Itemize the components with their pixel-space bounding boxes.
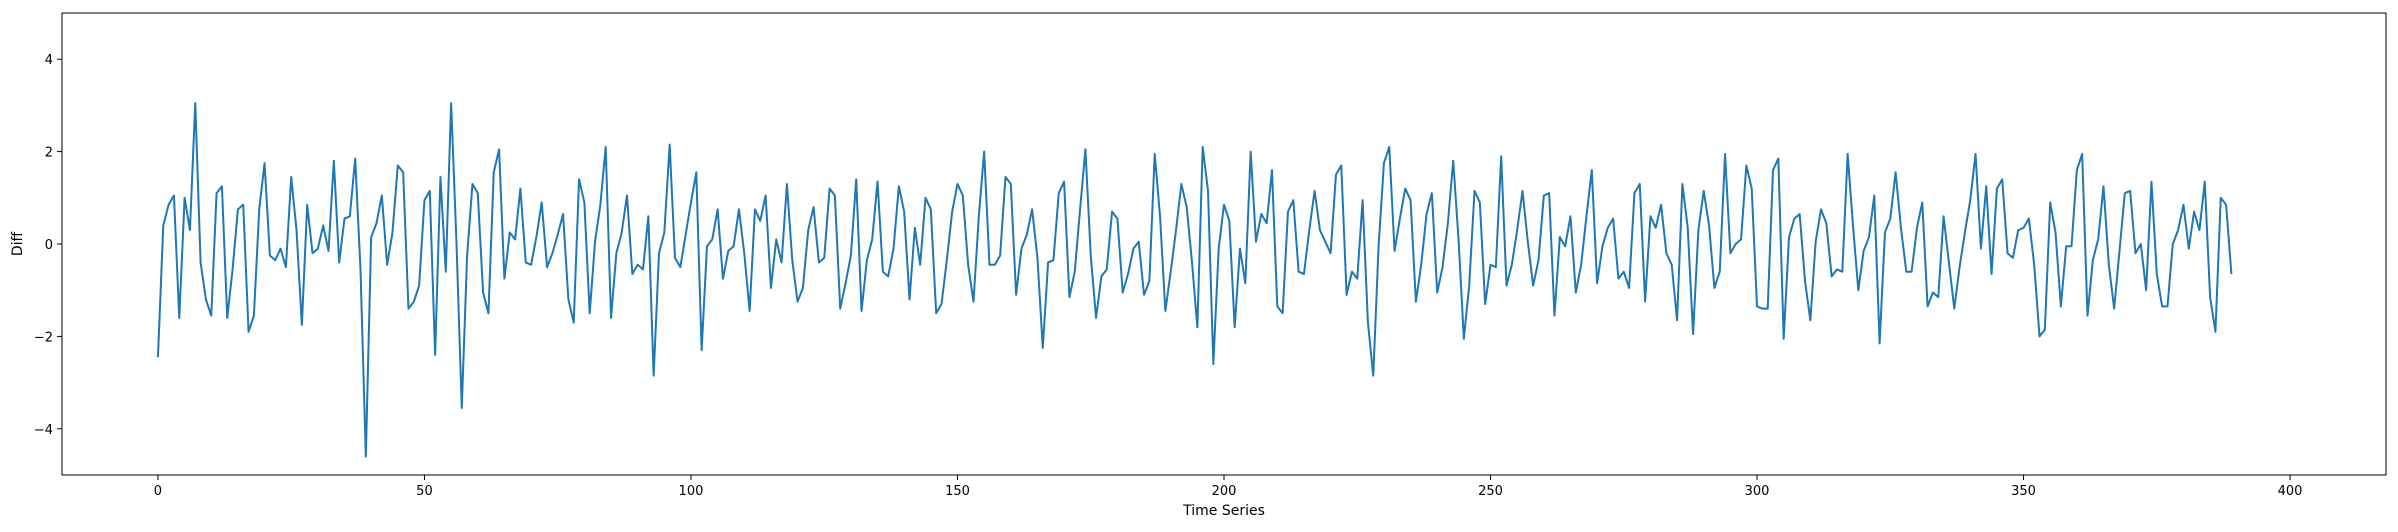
x-tick-label: 250 [1478, 484, 1503, 499]
axes-layer: 0 50 100 150 200 250 300 350 400 −4 −2 0 2 4 [34, 53, 2303, 499]
x-axis-label: Time Series [1182, 503, 1265, 519]
y-tick-label: −4 [34, 423, 53, 438]
y-tick-label: −2 [34, 330, 53, 345]
y-axis-label: Diff [10, 231, 26, 256]
series-layer [156, 102, 2233, 458]
x-tick-label: 400 [2278, 484, 2303, 499]
y-tick-label: 0 [45, 238, 53, 253]
y-tick-label: 4 [45, 53, 53, 68]
x-tick-label: 150 [945, 484, 970, 499]
x-tick-label: 200 [1212, 484, 1237, 499]
y-tick-label: 2 [45, 146, 53, 161]
series-line [156, 102, 2233, 458]
x-tick-label: 0 [154, 484, 162, 499]
x-tick-label: 350 [2011, 484, 2036, 499]
plot-frame [61, 12, 2387, 476]
x-tick-label: 50 [416, 484, 433, 499]
x-tick-label: 300 [1745, 484, 1770, 499]
x-tick-label: 100 [679, 484, 704, 499]
